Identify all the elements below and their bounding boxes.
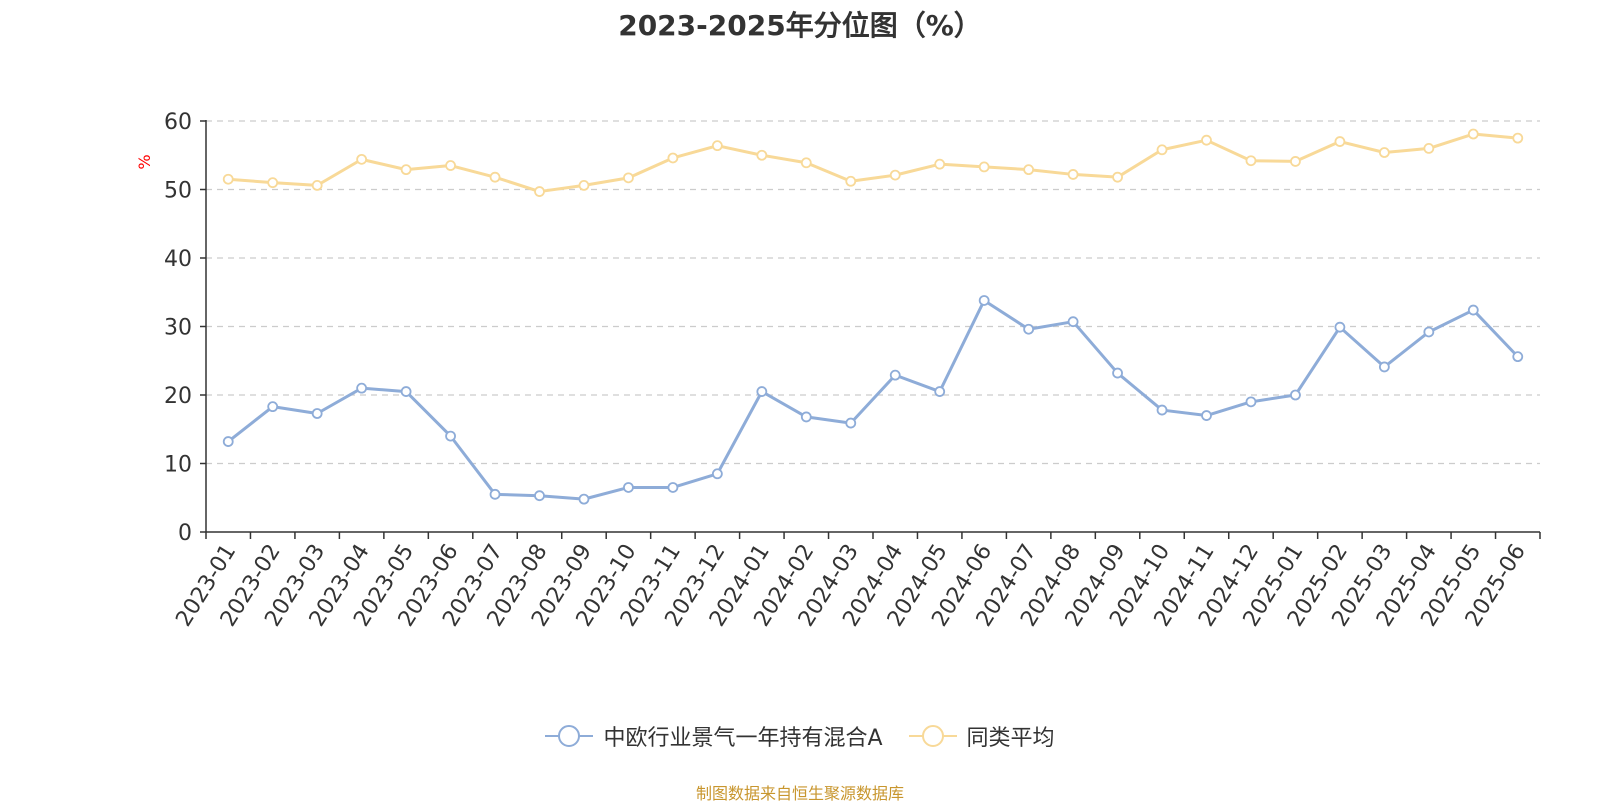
data-point[interactable]: [489, 171, 501, 183]
data-point[interactable]: [1512, 351, 1524, 363]
data-point[interactable]: [1023, 323, 1035, 335]
data-point[interactable]: [1467, 128, 1479, 140]
data-point[interactable]: [889, 169, 901, 181]
data-point[interactable]: [311, 408, 323, 419]
data-point[interactable]: [623, 172, 634, 184]
y-tick-label: 30: [164, 316, 192, 341]
data-point[interactable]: [222, 436, 234, 447]
data-point[interactable]: [1201, 134, 1212, 146]
data-point[interactable]: [534, 186, 545, 197]
data-point[interactable]: [934, 386, 946, 397]
data-point[interactable]: [356, 382, 368, 394]
data-point[interactable]: [1378, 361, 1390, 373]
legend-label-fund: 中欧行业景气一年持有混合A: [603, 726, 883, 751]
data-point[interactable]: [845, 175, 857, 187]
data-point[interactable]: [267, 177, 279, 189]
data-point[interactable]: [534, 490, 545, 502]
y-tick-label: 0: [178, 521, 192, 546]
data-point[interactable]: [1112, 367, 1123, 379]
data-point[interactable]: [1112, 171, 1123, 183]
legend-item-fund[interactable]: 中欧行业景气一年持有混合A: [545, 720, 883, 752]
source-note: 制图数据来自恒生聚源数据库: [695, 784, 904, 803]
data-point[interactable]: [1245, 396, 1257, 408]
data-point[interactable]: [845, 417, 857, 429]
data-point[interactable]: [978, 295, 990, 306]
legend-label-average: 同类平均: [966, 726, 1055, 751]
series-line-1: [228, 132, 1518, 194]
data-point[interactable]: [1156, 404, 1168, 416]
chart-title: 2023-2025年分位图（%）: [618, 9, 982, 42]
grid-layer: [206, 120, 1540, 465]
data-point[interactable]: [1290, 389, 1301, 401]
data-point[interactable]: [1245, 155, 1257, 167]
legend-swatch-average: [908, 724, 957, 748]
data-point[interactable]: [489, 488, 501, 500]
legend-item-average[interactable]: 同类平均: [908, 720, 1055, 752]
y-tick-label: 40: [164, 247, 192, 272]
legend-marker-average: [921, 725, 944, 747]
data-point[interactable]: [1423, 142, 1435, 154]
y-tick-label: 10: [164, 453, 192, 478]
data-point[interactable]: [1067, 169, 1079, 180]
data-point[interactable]: [667, 482, 679, 493]
series-line-0: [227, 298, 1519, 501]
y-axis-label: %: [135, 154, 154, 169]
data-point[interactable]: [800, 411, 812, 423]
data-point[interactable]: [756, 386, 768, 397]
data-point[interactable]: [1156, 144, 1168, 156]
data-point[interactable]: [222, 173, 234, 185]
data-point[interactable]: [1423, 326, 1435, 338]
legend-swatch-fund: [545, 724, 594, 748]
data-point[interactable]: [1512, 132, 1524, 144]
data-point[interactable]: [934, 158, 946, 170]
data-point[interactable]: [756, 149, 768, 161]
data-point[interactable]: [267, 401, 279, 413]
data-point[interactable]: [667, 152, 679, 164]
data-point[interactable]: [1067, 316, 1079, 328]
data-point[interactable]: [356, 153, 368, 165]
legend: 中欧行业景气一年持有混合A 同类平均: [0, 720, 1600, 752]
data-point[interactable]: [400, 164, 412, 176]
data-point[interactable]: [1467, 304, 1479, 316]
axis-layer: 0102030405060%2023-012023-022023-032023-…: [135, 110, 1541, 631]
y-tick-label: 60: [164, 110, 192, 135]
legend-marker-fund: [558, 725, 581, 747]
data-point[interactable]: [578, 179, 590, 191]
data-point[interactable]: [800, 157, 812, 169]
data-point[interactable]: [623, 482, 634, 493]
y-tick-label: 20: [164, 384, 192, 409]
series-layer: [222, 128, 1524, 505]
data-point[interactable]: [1378, 147, 1390, 158]
data-point[interactable]: [578, 493, 590, 505]
data-point[interactable]: [400, 386, 412, 397]
y-tick-label: 50: [164, 179, 192, 204]
data-point[interactable]: [1023, 164, 1035, 176]
data-point[interactable]: [311, 179, 323, 191]
data-point[interactable]: [445, 430, 456, 442]
plot-area: 0102030405060%2023-012023-022023-032023-…: [135, 110, 1541, 631]
data-point[interactable]: [889, 369, 901, 381]
data-point[interactable]: [711, 468, 723, 480]
data-point[interactable]: [1290, 156, 1301, 167]
data-point[interactable]: [1334, 321, 1346, 333]
data-point[interactable]: [1334, 136, 1346, 147]
data-point[interactable]: [978, 161, 990, 173]
data-point[interactable]: [711, 140, 723, 152]
data-point[interactable]: [1201, 410, 1212, 421]
data-point[interactable]: [445, 160, 456, 171]
